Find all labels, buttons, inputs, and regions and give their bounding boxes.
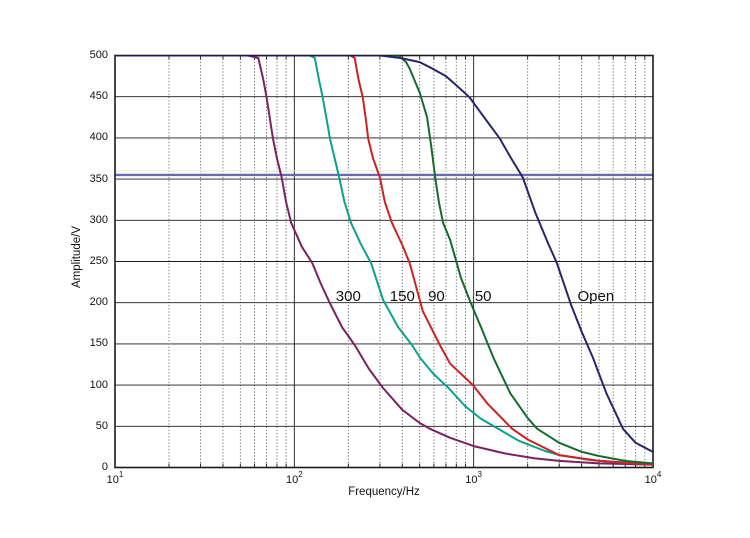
x-tick-label: 104 (644, 469, 662, 486)
y-tick-label: 0 (101, 461, 108, 473)
curve-label-150: 150 (389, 287, 415, 305)
curve-label-open: Open (577, 287, 615, 305)
curve-150 (115, 55, 653, 466)
curve-label-300: 300 (335, 287, 361, 305)
y-tick-label: 500 (89, 49, 108, 61)
x-axis-label: Frequency/Hz (348, 486, 420, 498)
curve-300 (115, 55, 653, 466)
y-tick-label: 450 (89, 90, 108, 103)
y-tick-label: 100 (89, 378, 108, 391)
curve-90 (115, 55, 653, 466)
x-tick-label: 103 (465, 469, 482, 486)
y-tick-label: 50 (95, 419, 108, 432)
curve-50 (115, 55, 653, 465)
curve-label-90: 90 (428, 287, 445, 305)
y-tick-label: 200 (89, 296, 108, 309)
y-tick-label: 350 (89, 172, 108, 185)
y-tick-label: 150 (89, 337, 108, 350)
curve-open (115, 55, 653, 453)
curve-label-50: 50 (474, 287, 492, 305)
x-tick-label: 101 (106, 469, 124, 486)
y-tick-label: 400 (89, 131, 108, 144)
y-tick-label: 250 (89, 255, 108, 267)
y-tick-label: 300 (89, 213, 108, 226)
x-tick-label: 102 (285, 469, 303, 486)
